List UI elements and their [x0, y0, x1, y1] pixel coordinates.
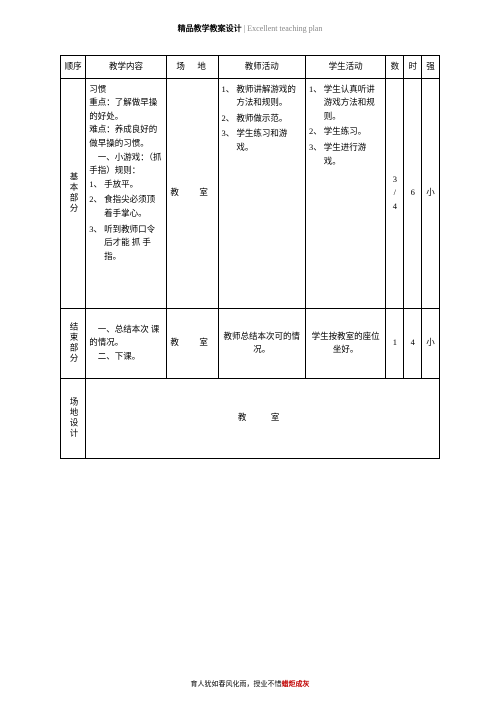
th-student: 学生活动: [305, 56, 386, 79]
th-place: 场 地: [166, 56, 218, 79]
row2-student: 学生按教室的座位坐好。: [305, 308, 386, 378]
th-intensity: 强: [422, 56, 440, 79]
page-footer: 育人犹如春风化雨，授业不惜蜡炬成灰: [0, 679, 500, 689]
row1-label: 基本部分: [61, 78, 86, 308]
row1-count-c: 4: [393, 201, 397, 211]
row2-intensity: 小: [422, 308, 440, 378]
row1-place: 教 室: [166, 78, 218, 308]
row1-content-list: 1、手放平。2、食指尖必须顶着手掌心。3、听到教师口令后才能 抓 手指。: [89, 178, 163, 264]
header-left: 精品教学教案设计: [178, 24, 242, 33]
row1-count: 3 / 4: [386, 78, 404, 308]
th-content: 教学内容: [86, 56, 167, 79]
row1-content-pre: 习惯重点：了解做早操的好处。难点：养成良好的做早操的习惯。 一、小游戏：（抓手指…: [89, 83, 163, 178]
row1-time: 6: [404, 78, 422, 308]
table-row-basic: 基本部分 习惯重点：了解做早操的好处。难点：养成良好的做早操的习惯。 一、小游戏…: [61, 78, 440, 308]
page-header: 精品教学教案设计 | Excellent teaching plan: [0, 23, 500, 34]
row3-content: 教 室: [86, 378, 440, 458]
row3-label: 场地设计: [61, 378, 86, 458]
row2-time: 4: [404, 308, 422, 378]
header-right: | Excellent teaching plan: [244, 24, 323, 33]
lesson-plan-table: 顺序 教学内容 场 地 教师活动 学生活动 数 时 强 基本部分 习惯重点：了解…: [60, 55, 440, 459]
table-row-end: 结束部分 一、总结本次 课 的情况。 二、下课。 教 室 教师总结本次可的情况。…: [61, 308, 440, 378]
th-time: 时: [404, 56, 422, 79]
th-count: 数: [386, 56, 404, 79]
footer-a: 育人犹如春风化雨，授业不惜: [191, 680, 282, 688]
row1-teacher: 1、教师讲解游戏的方法和规则。2、教师做示范。3、学生练习和游戏。: [218, 78, 305, 308]
lesson-plan-table-container: 顺序 教学内容 场 地 教师活动 学生活动 数 时 强 基本部分 习惯重点：了解…: [60, 55, 440, 459]
row1-count-b: /: [394, 187, 396, 197]
row2-place: 教 室: [166, 308, 218, 378]
row1-student: 1、学生认真听讲游戏方法和规则。2、学生练习。3、学生进行游戏。: [305, 78, 386, 308]
row2-count: 1: [386, 308, 404, 378]
footer-b: 蜡炬成灰: [282, 680, 310, 688]
row2-content: 一、总结本次 课 的情况。 二、下课。: [86, 308, 167, 378]
th-seq: 顺序: [61, 56, 86, 79]
th-teacher: 教师活动: [218, 56, 305, 79]
row2-teacher: 教师总结本次可的情况。: [218, 308, 305, 378]
row2-label: 结束部分: [61, 308, 86, 378]
row1-intensity: 小: [422, 78, 440, 308]
table-row-venue: 场地设计 教 室: [61, 378, 440, 458]
row1-count-a: 3: [393, 174, 397, 184]
row1-content: 习惯重点：了解做早操的好处。难点：养成良好的做早操的习惯。 一、小游戏：（抓手指…: [86, 78, 167, 308]
table-header-row: 顺序 教学内容 场 地 教师活动 学生活动 数 时 强: [61, 56, 440, 79]
